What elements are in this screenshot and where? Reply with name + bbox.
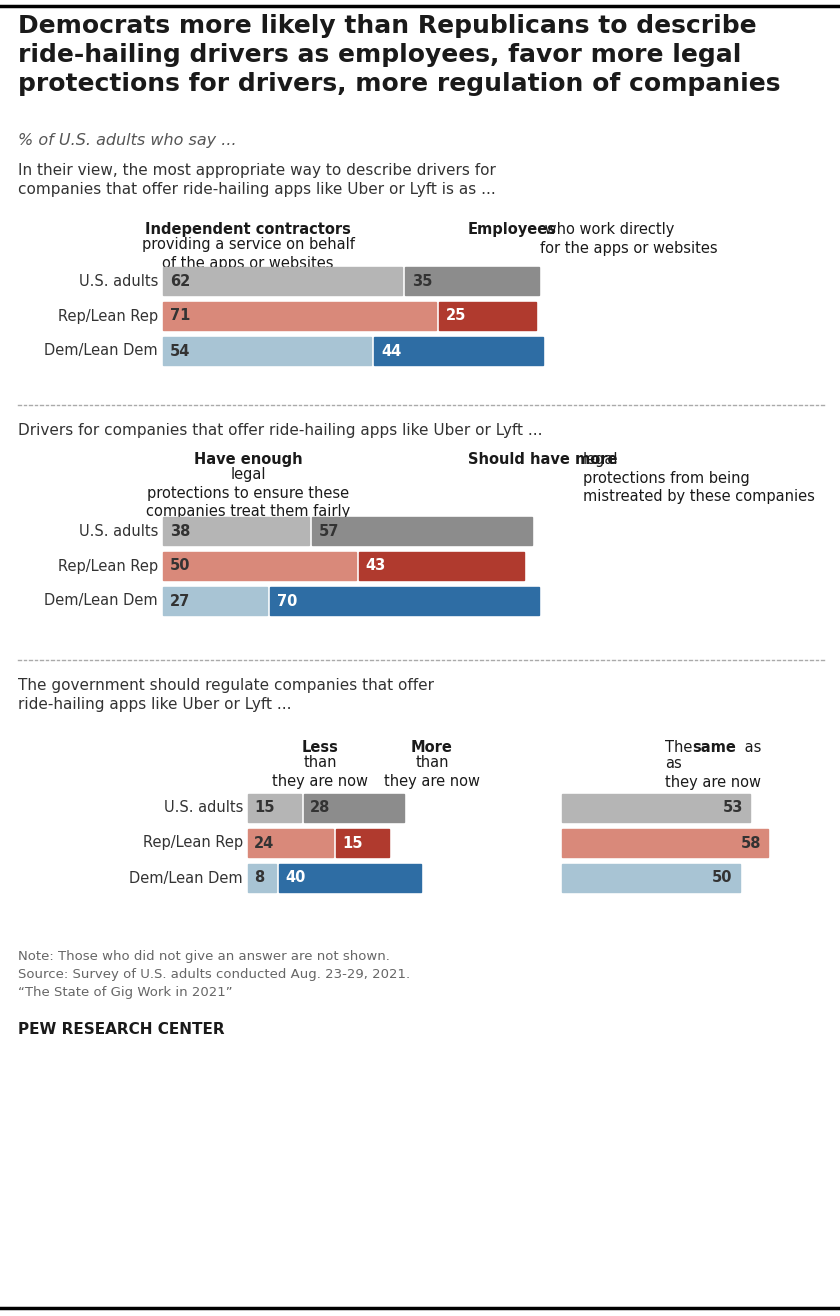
Text: 25: 25 [446,308,467,324]
Text: 50: 50 [712,870,732,886]
Text: Rep/Lean Rep: Rep/Lean Rep [143,836,243,850]
Text: 38: 38 [170,524,191,538]
Text: 28: 28 [310,800,331,816]
Bar [163,517,309,545]
Text: Democrats more likely than Republicans to describe
ride-hailing drivers as emplo: Democrats more likely than Republicans t… [18,14,780,96]
Text: same: same [692,740,736,755]
Text: Less: Less [302,740,339,755]
Text: than
they are now: than they are now [272,755,368,788]
Text: U.S. adults: U.S. adults [164,800,243,816]
Text: 71: 71 [170,308,191,324]
Bar [163,551,355,580]
Text: Dem/Lean Dem: Dem/Lean Dem [129,870,243,886]
Text: % of U.S. adults who say ...: % of U.S. adults who say ... [18,133,237,147]
Bar [336,829,390,857]
Text: PEW RESEARCH CENTER: PEW RESEARCH CENTER [18,1023,224,1037]
Text: 15: 15 [254,800,275,816]
Text: In their view, the most appropriate way to describe drivers for
companies that o: In their view, the most appropriate way … [18,163,496,197]
Text: 43: 43 [365,558,386,574]
Text: 70: 70 [277,594,297,608]
Text: 50: 50 [170,558,191,574]
Text: legal
protections from being
mistreated by these companies: legal protections from being mistreated … [583,451,815,504]
Bar [163,337,371,365]
Text: Dem/Lean Dem: Dem/Lean Dem [45,594,158,608]
Text: 62: 62 [170,274,190,288]
Text: Employees: Employees [468,222,557,237]
Bar [248,829,333,857]
Bar [270,587,539,615]
Bar [163,301,436,330]
Text: 8: 8 [254,870,265,886]
Bar [439,301,536,330]
Bar [405,267,539,295]
Text: 24: 24 [254,836,274,850]
Text: U.S. adults: U.S. adults [79,274,158,288]
Bar [163,587,267,615]
Text: 54: 54 [170,343,191,358]
Text: More: More [411,740,453,755]
Text: legal
protections to ensure these
companies treat them fairly: legal protections to ensure these compan… [146,467,350,520]
Bar [359,551,524,580]
Text: Rep/Lean Rep: Rep/Lean Rep [58,308,158,324]
Text: 58: 58 [740,836,761,850]
Bar [163,267,402,295]
Text: as: as [740,740,761,755]
Bar [248,865,276,892]
Text: Should have more: Should have more [468,451,617,467]
Bar [248,794,302,822]
Text: U.S. adults: U.S. adults [79,524,158,538]
Text: Drivers for companies that offer ride-hailing apps like Uber or Lyft ...: Drivers for companies that offer ride-ha… [18,422,543,438]
Text: providing a service on behalf
of the apps or websites: providing a service on behalf of the app… [142,237,354,271]
Bar [562,865,739,892]
Text: 27: 27 [170,594,190,608]
Text: who work directly
for the apps or websites: who work directly for the apps or websit… [540,222,717,255]
Bar [312,517,532,545]
Bar [280,865,422,892]
Bar [304,794,404,822]
Text: 44: 44 [381,343,402,358]
Text: Independent contractors: Independent contractors [145,222,351,237]
Bar [562,794,750,822]
Text: Note: Those who did not give an answer are not shown.
Source: Survey of U.S. adu: Note: Those who did not give an answer a… [18,950,410,999]
Text: 53: 53 [722,800,743,816]
Text: 35: 35 [412,274,432,288]
Text: Rep/Lean Rep: Rep/Lean Rep [58,558,158,574]
Text: as
they are now: as they are now [665,755,761,790]
Text: The: The [665,740,697,755]
Text: than
they are now: than they are now [384,755,480,788]
Text: 40: 40 [286,870,306,886]
Bar [374,337,543,365]
Text: 15: 15 [342,836,363,850]
Bar [562,829,768,857]
Text: 57: 57 [319,524,339,538]
Text: Have enough: Have enough [194,451,302,467]
Text: Dem/Lean Dem: Dem/Lean Dem [45,343,158,358]
Text: The government should regulate companies that offer
ride-hailing apps like Uber : The government should regulate companies… [18,678,434,712]
